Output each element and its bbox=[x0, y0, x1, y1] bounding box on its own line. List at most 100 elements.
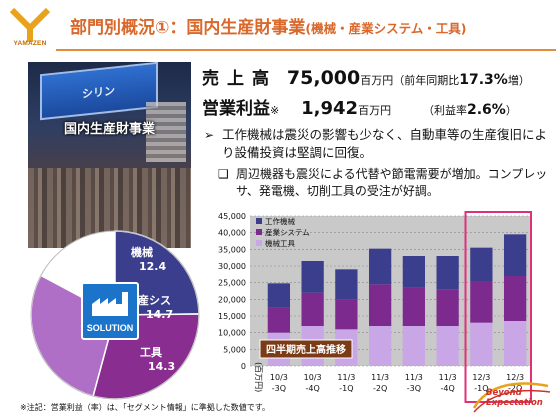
x-tick-label: 10/3 bbox=[270, 373, 288, 382]
profit-mark: ※ bbox=[270, 104, 280, 117]
photo-banner: シリン bbox=[40, 62, 158, 121]
bar-0-2 bbox=[267, 283, 291, 308]
bar-4-1 bbox=[402, 287, 426, 326]
y-tick-label: 25,000 bbox=[218, 279, 246, 288]
y-tick-label: 45,000 bbox=[218, 212, 246, 221]
factory-icon bbox=[92, 292, 128, 316]
x-tick-label: 12/3 bbox=[506, 373, 524, 382]
pie-label-2: 工具 bbox=[140, 346, 162, 359]
pie-value-1: 14.7 bbox=[146, 308, 173, 321]
profit-metric: 営業利益※ 1,942百万円 （利益率2.6%） bbox=[202, 94, 517, 119]
bullet-main-text: 工作機械は震災の影響も少なく、自動車等の生産復旧により設備投資は堅調に回復。 bbox=[222, 127, 548, 160]
title-main: 部門別概況①：国内生産財事業 bbox=[70, 18, 306, 38]
sales-label: 売上高 bbox=[202, 69, 277, 89]
pie-label-0: 機械 bbox=[131, 245, 153, 259]
bullet-sub-text: 周辺機器も震災による代替や節電需要が増加。コンプレッサ、発電機、切削工具の受注が… bbox=[236, 167, 548, 198]
bar-4-2 bbox=[402, 256, 426, 288]
pie-label-1: 産シス bbox=[138, 293, 171, 307]
quarterly-sales-chart: 0 5,000 10,000 15,000 20,000 25,000 30,000 35,0… bbox=[200, 210, 540, 406]
x-tick-label: 11/3 bbox=[439, 373, 457, 382]
brand-line1: Beyond bbox=[486, 388, 522, 398]
profit-label: 営業利益 bbox=[202, 99, 270, 119]
x-tick-label: -4Q bbox=[440, 384, 454, 393]
y-tick-label: 10,000 bbox=[218, 329, 246, 338]
brand-line2: Expectation bbox=[486, 398, 543, 408]
pie-outline bbox=[30, 230, 200, 400]
x-tick-label: 12/3 bbox=[472, 373, 490, 382]
bar-1-1 bbox=[301, 292, 324, 326]
y-tick-label: 30,000 bbox=[218, 262, 246, 271]
yamazen-logo-icon bbox=[9, 7, 51, 42]
y-unit-label: (百万円) bbox=[254, 362, 263, 392]
legend-label: 産業システム bbox=[265, 227, 310, 237]
y-tick-label: 35,000 bbox=[218, 245, 246, 254]
bar-2-2 bbox=[335, 269, 358, 300]
bar-7-1 bbox=[503, 276, 527, 321]
beyond-expectation-logo-icon bbox=[472, 382, 551, 413]
bar-5-0 bbox=[436, 326, 459, 366]
bar-6-1 bbox=[470, 281, 493, 323]
x-tick-label: -2Q bbox=[508, 384, 522, 393]
segment-label: 国内生産財事業 bbox=[63, 122, 155, 137]
inset-label-box bbox=[259, 339, 353, 359]
bar-7-0 bbox=[503, 321, 527, 366]
y-tick-label: 5,000 bbox=[223, 345, 246, 354]
checkbox-bullet-icon: ❑ bbox=[218, 167, 229, 181]
x-tick-label: 10/3 bbox=[304, 373, 322, 382]
profit-note-suffix: ） bbox=[505, 104, 517, 117]
profit-note-prefix: （利益率 bbox=[423, 104, 467, 117]
bar-4-0 bbox=[402, 326, 426, 366]
sales-growth: 17.3% bbox=[459, 72, 508, 88]
legend-swatch bbox=[256, 240, 262, 246]
bar-6-2 bbox=[470, 247, 493, 281]
y-tick-label: 20,000 bbox=[218, 295, 246, 304]
brand-text: Beyond Expectation bbox=[486, 388, 543, 408]
x-tick-label: -4Q bbox=[305, 384, 319, 393]
title-sub: (機械・産業システム・工具) bbox=[305, 21, 467, 36]
photo-booth bbox=[146, 102, 186, 162]
sales-metric: 売上高 75,000百万円（前年同期比17.3%増） bbox=[202, 64, 530, 89]
logo-text: YAMAZEN bbox=[13, 40, 47, 47]
sales-unit: 百万円 bbox=[360, 74, 394, 87]
x-tick-label: -3Q bbox=[272, 384, 286, 393]
x-tick-label: 11/3 bbox=[405, 373, 423, 382]
y-tick-label: 0 bbox=[241, 362, 246, 371]
pie-value-2: 14.3 bbox=[148, 360, 175, 373]
bar-1-2 bbox=[301, 261, 324, 293]
sales-note-suffix: 増） bbox=[507, 74, 530, 87]
x-tick-label: -1Q bbox=[339, 384, 353, 393]
photo-banner-text: シリン bbox=[82, 84, 115, 101]
footnote: ※注記：営業利益（率）は、「セグメント情報」に準拠した数値です。 bbox=[20, 403, 270, 412]
bar-6-0 bbox=[470, 322, 493, 366]
bar-3-0 bbox=[368, 326, 392, 366]
highlight-box bbox=[464, 211, 532, 403]
solution-badge: SOLUTION bbox=[81, 282, 139, 340]
sales-note-prefix: （前年同期比 bbox=[393, 74, 460, 87]
bar-3-2 bbox=[368, 248, 392, 285]
legend-swatch bbox=[256, 229, 262, 235]
page-title: 部門別概況①：国内生産財事業(機械・産業システム・工具) bbox=[70, 13, 540, 38]
legend-label: 工作機械 bbox=[265, 216, 295, 226]
profit-value: 1,942 bbox=[301, 98, 359, 119]
y-tick-label: 40,000 bbox=[218, 229, 246, 238]
profit-unit: 百万円 bbox=[358, 104, 392, 117]
pie-value-0: 12.4 bbox=[139, 260, 166, 273]
arrow-bullet-icon: ➢ bbox=[204, 128, 215, 142]
trade-show-photo: シリン bbox=[28, 62, 191, 248]
x-tick-label: 11/3 bbox=[371, 373, 389, 382]
sales-value: 75,000 bbox=[286, 67, 361, 89]
profit-margin: 2.6% bbox=[467, 102, 506, 118]
y-tick-label: 15,000 bbox=[218, 312, 246, 321]
legend-label: 機械工具 bbox=[265, 238, 295, 248]
x-tick-label: 11/3 bbox=[337, 373, 355, 382]
bullet-main: ➢ 工作機械は震災の影響も少なく、自動車等の生産復旧により設備投資は堅調に回復。 bbox=[204, 126, 549, 162]
x-tick-label: -2Q bbox=[373, 384, 387, 393]
bar-0-1 bbox=[267, 307, 291, 333]
legend-swatch bbox=[256, 218, 262, 224]
bar-7-2 bbox=[503, 234, 527, 276]
bullet-sub: ❑ 周辺機器も震災による代替や節電需要が増加。コンプレッサ、発電機、切削工具の受… bbox=[218, 166, 548, 200]
bar-5-1 bbox=[436, 289, 459, 326]
title-rule bbox=[56, 49, 556, 51]
bar-2-1 bbox=[335, 299, 358, 330]
x-tick-label: -1Q bbox=[474, 384, 488, 393]
